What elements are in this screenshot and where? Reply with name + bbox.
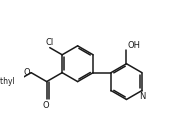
- Text: OH: OH: [127, 41, 140, 50]
- Text: O: O: [43, 101, 49, 110]
- Text: O: O: [24, 68, 31, 77]
- Text: methyl: methyl: [0, 77, 15, 86]
- Text: Cl: Cl: [45, 38, 54, 47]
- Text: N: N: [139, 92, 146, 101]
